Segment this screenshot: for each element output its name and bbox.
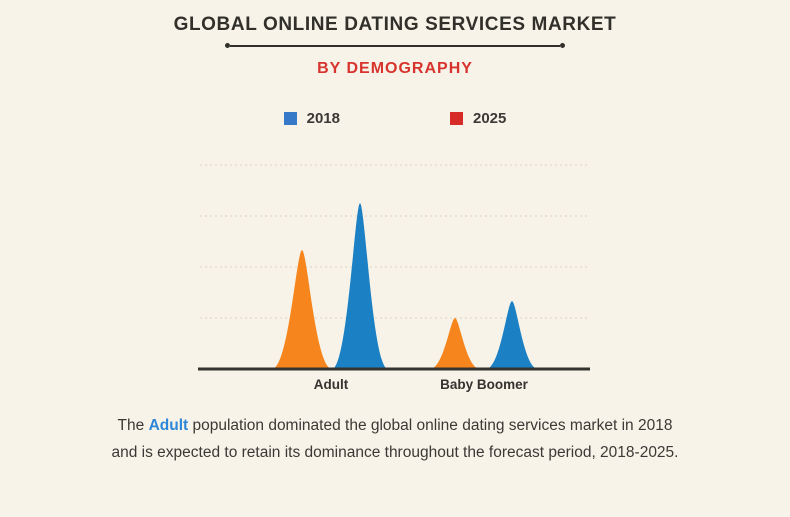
legend-item-2025: 2025	[450, 110, 506, 127]
legend-label-2018: 2018	[306, 110, 340, 127]
divider-right-dot	[560, 43, 565, 48]
divider-line	[230, 44, 560, 47]
chart-legend: 2018 2025	[0, 110, 790, 127]
chart-caption: The Adult population dominated the globa…	[55, 413, 735, 466]
x-axis-label-baby-boomer: Baby Boomer	[440, 377, 529, 392]
caption-text-prefix: The	[117, 417, 149, 434]
title-divider	[225, 43, 565, 48]
demography-spike-chart: Adult Baby Boomer	[198, 164, 590, 392]
x-axis-label-adult: Adult	[314, 377, 349, 392]
caption-text-line1: population dominated the global online d…	[188, 417, 673, 434]
infographic-page: GLOBAL ONLINE DATING SERVICES MARKET BY …	[0, 14, 790, 517]
spike-adult-2025	[332, 203, 388, 369]
caption-highlight-adult: Adult	[148, 417, 189, 434]
legend-swatch-2018	[283, 112, 297, 125]
page-title: GLOBAL ONLINE DATING SERVICES MARKET	[173, 14, 617, 35]
spike-baby-boomer-2018	[430, 318, 480, 369]
legend-swatch-2025	[450, 112, 463, 125]
legend-label-2025: 2025	[473, 110, 507, 127]
legend-item-2018: 2018	[283, 110, 340, 127]
chart-subtitle: BY DEMOGRAPHY	[317, 60, 473, 77]
caption-text-line2: and is expected to retain its dominance …	[111, 443, 679, 461]
spike-baby-boomer-2025	[486, 301, 538, 369]
divider-left-dot	[225, 43, 230, 48]
spike-adult-2018	[272, 250, 332, 369]
